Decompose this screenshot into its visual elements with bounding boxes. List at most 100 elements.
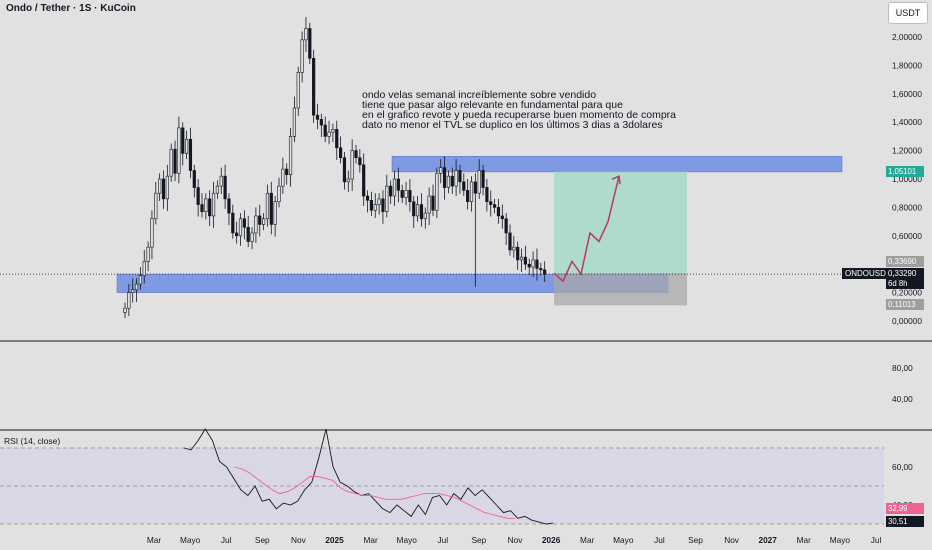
candle-body [400,190,404,198]
candle-body [296,72,300,109]
candle-body [323,124,327,137]
price-axis[interactable]: 2,00000 1,80000 1,60000 1,40000 1,20000 1,000… [892,32,922,326]
candle-body [138,275,143,285]
note-line-3: en el grafico revote y pueda recuperarse… [362,109,677,121]
candle-body [435,173,439,211]
resistance-zone[interactable] [391,156,843,173]
candle-body [350,150,354,180]
candle-body [227,198,231,214]
candle-body [269,192,273,225]
candle-body [292,107,297,137]
candle-body [535,259,539,269]
candle-body [415,204,420,217]
note-line-1: ondo velas semanal increíblemente sobre … [362,89,597,101]
candle-body [273,201,277,225]
candle-body [404,190,408,198]
candle-body [150,218,154,248]
candle-body [177,127,181,174]
candle-body [335,129,339,149]
candle-body [131,289,135,293]
candle-body [527,263,531,268]
candle-body [377,198,381,205]
candle-body [158,178,162,194]
volume-tick-label: 40,00 [892,394,913,404]
candle-body [342,157,347,183]
candle-body [496,207,501,217]
candle-body [319,119,323,126]
projection-arrowhead [611,175,621,185]
candle-body [327,131,331,137]
candle-body [161,178,166,200]
candle-body [454,170,458,187]
time-tick-label: Nov [724,535,740,545]
candle-body [492,204,497,208]
rsi-indicator-label[interactable]: RSI (14, close) [4,436,61,446]
rsi-line [183,428,554,525]
price-tick-label: 1,40000 [892,117,922,127]
candle-body [389,185,393,197]
position-stop-box[interactable] [554,273,687,306]
candle-body [392,178,397,197]
candle-body [134,283,139,291]
candle-body [246,226,250,242]
candle-body [412,201,416,217]
candle-body [254,215,258,234]
candle-body [261,218,266,225]
candle-body [469,181,474,203]
candle-body [385,185,389,212]
candle-body [185,138,189,154]
candle-body [312,57,316,116]
candle-body [462,181,466,191]
candle-body [315,114,320,120]
time-tick-label: Mayo [397,535,418,545]
volume-axis: 80,00 40,00 [892,363,913,404]
rsi-ma-value-tag: 32,99 [886,503,924,514]
candlestick-series [123,17,547,319]
candle-body [127,292,131,309]
candle-body [531,259,535,268]
ticker-tag: ONDOUSDT [842,268,894,279]
candle-body [442,167,447,188]
candle-body [423,212,427,220]
candle-body [508,232,512,251]
currency-button[interactable]: USDT [888,2,928,24]
price-tick-label: 1,80000 [892,60,922,70]
candle-body [477,170,481,194]
position-target-box[interactable] [554,171,687,274]
time-tick-label: Nov [508,535,524,545]
candle-body [354,150,358,159]
candle-body [288,136,293,176]
time-tick-label: Sep [255,535,270,545]
candle-body [285,168,289,176]
candle-body [450,175,454,187]
annotation-note[interactable]: ondo velas semanal increíblemente sobre … [362,89,677,131]
time-tick-label: Mayo [180,535,201,545]
time-tick-label: Mar [147,535,162,545]
price-tick-label: 1,00000 [892,174,922,184]
time-axis[interactable]: Mar Mayo Jul Sep Nov 2025 Mar Mayo Jul Sep Nov 2026… [147,535,882,545]
candle-body [146,246,150,262]
candle-body [485,187,489,203]
candle-body [473,181,477,194]
candle-body [516,246,520,261]
candle-body [427,195,431,214]
candle-body [281,168,285,187]
candle-body [458,170,462,183]
entry-price-tag: 0,33690 [886,256,924,267]
candle-body [489,201,493,205]
candle-body [300,39,304,73]
candle-body [231,212,235,234]
chart-title: Ondo / Tether · 1S · KuCoin [6,3,136,14]
candle-body [219,175,223,187]
candle-body [304,28,308,41]
candle-body [331,129,335,133]
candle-body [523,256,527,265]
candle-body [242,218,246,228]
candle-body [373,204,377,211]
time-tick-label: Jul [871,535,882,545]
candle-body [123,307,127,313]
candle-body [539,268,543,271]
candle-body [519,256,524,261]
projection-path[interactable] [553,175,620,283]
